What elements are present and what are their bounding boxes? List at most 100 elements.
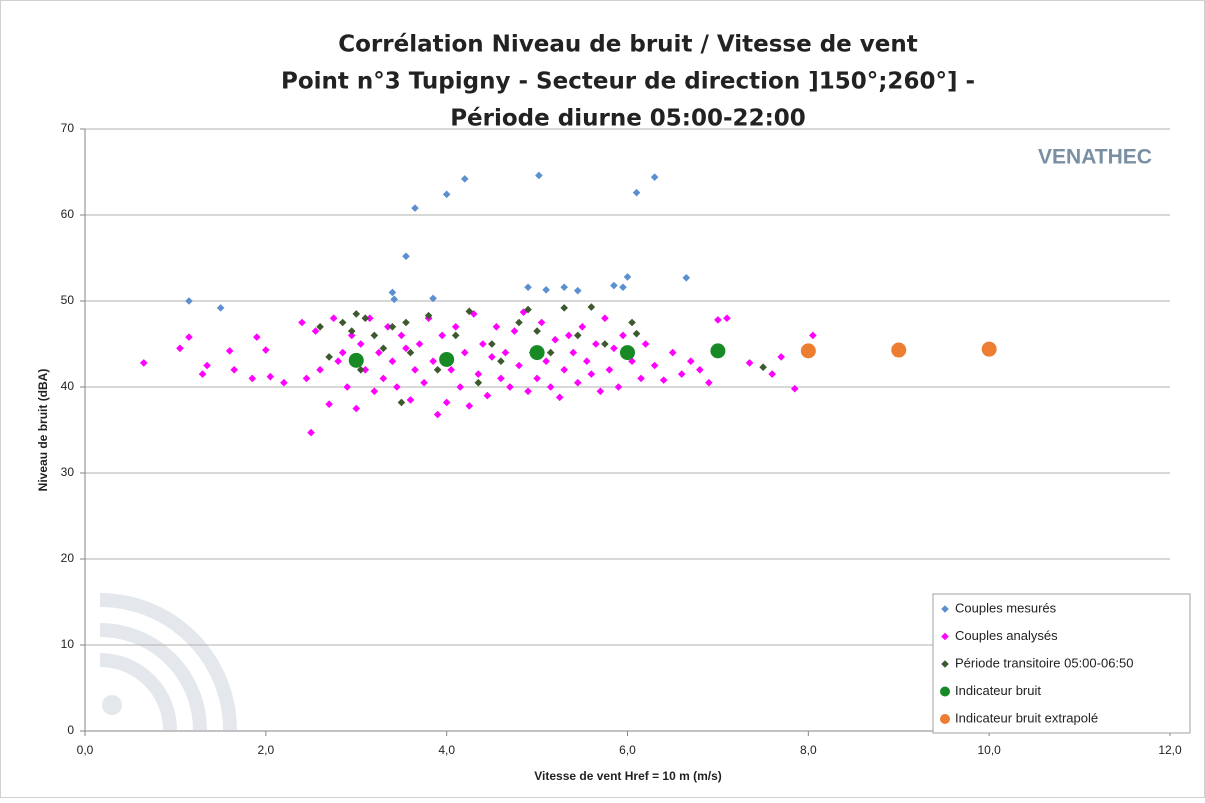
point <box>474 370 483 378</box>
legend-label: Couples analysés <box>955 628 1058 643</box>
point <box>439 351 455 367</box>
series <box>348 343 726 368</box>
point <box>225 347 234 355</box>
point <box>343 383 352 391</box>
point <box>614 383 623 391</box>
point <box>492 323 501 331</box>
point <box>203 361 211 370</box>
point <box>488 353 496 361</box>
point <box>402 252 410 261</box>
point <box>632 329 641 338</box>
y-tick-label: 60 <box>61 207 75 221</box>
point <box>402 344 410 353</box>
y-tick-label: 40 <box>61 379 75 393</box>
point <box>356 340 365 348</box>
chart-title: Période diurne 05:00-22:00 <box>450 106 806 132</box>
point <box>524 387 532 396</box>
point <box>623 273 632 281</box>
x-tick-label: 2,0 <box>257 743 274 757</box>
point <box>705 378 713 387</box>
point <box>424 311 433 320</box>
point <box>442 190 451 199</box>
x-tick-label: 10,0 <box>977 743 1001 757</box>
point <box>524 283 532 292</box>
point <box>479 340 487 348</box>
legend-label: Indicateur bruit <box>955 683 1041 698</box>
point <box>601 314 609 322</box>
point <box>501 348 510 357</box>
point <box>352 310 361 318</box>
watermark <box>99 593 237 731</box>
point <box>610 281 618 290</box>
legend-marker <box>941 660 949 668</box>
chart-title: Corrélation Niveau de bruit / Vitesse de… <box>338 32 918 58</box>
point <box>402 318 410 327</box>
point <box>605 366 614 374</box>
legend-label: Couples mesurés <box>955 600 1057 615</box>
point <box>483 391 492 400</box>
point <box>280 378 288 387</box>
point <box>641 340 650 348</box>
legend-marker <box>940 714 950 724</box>
point <box>515 361 523 370</box>
point <box>542 357 550 365</box>
point <box>537 318 546 327</box>
point <box>447 366 455 374</box>
point <box>723 314 731 322</box>
point <box>551 335 559 344</box>
point <box>659 376 668 384</box>
point <box>587 370 596 378</box>
point <box>406 396 415 404</box>
point <box>515 318 523 327</box>
point <box>465 402 474 410</box>
point <box>356 366 365 374</box>
point <box>361 314 370 322</box>
point <box>388 288 397 297</box>
point <box>390 295 399 304</box>
point <box>370 331 379 340</box>
point <box>569 348 578 357</box>
x-tick-label: 12,0 <box>1158 743 1182 757</box>
x-tick-label: 0,0 <box>77 743 94 757</box>
point <box>650 173 659 181</box>
point <box>596 387 605 396</box>
point <box>637 374 645 383</box>
point <box>759 363 767 372</box>
point <box>366 314 374 322</box>
point <box>529 345 545 361</box>
point <box>891 342 907 358</box>
point <box>650 361 659 370</box>
point <box>460 175 469 183</box>
point <box>682 273 691 282</box>
point <box>546 383 555 391</box>
point <box>347 327 356 335</box>
point <box>316 366 324 374</box>
point <box>411 366 419 374</box>
point <box>252 333 261 341</box>
point <box>542 286 550 294</box>
y-tick-label: 10 <box>61 637 75 651</box>
legend-item: Couples mesurés <box>941 600 1057 615</box>
point <box>347 331 356 340</box>
series <box>800 341 997 359</box>
point <box>420 378 428 387</box>
x-tick-label: 8,0 <box>800 743 817 757</box>
point <box>981 341 997 357</box>
point <box>397 331 406 340</box>
point <box>338 348 347 357</box>
logo: VENATHEC <box>1038 146 1152 169</box>
point <box>628 318 636 327</box>
point <box>460 348 469 357</box>
point <box>710 343 726 359</box>
legend-item: Couples analysés <box>941 628 1058 643</box>
series <box>185 171 691 312</box>
legend-item: Indicateur bruit extrapolé <box>940 710 1098 725</box>
y-tick-label: 0 <box>67 723 74 737</box>
point <box>338 318 347 327</box>
point <box>610 344 618 353</box>
point <box>510 327 519 335</box>
point <box>696 366 704 374</box>
point <box>433 410 442 419</box>
point <box>474 378 483 387</box>
